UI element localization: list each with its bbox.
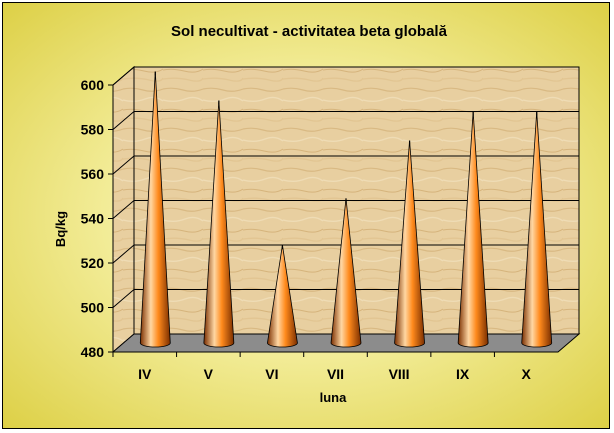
gridline xyxy=(112,111,579,130)
gridline xyxy=(112,289,579,308)
y-tick-label: 560 xyxy=(81,166,105,182)
x-axis-label: luna xyxy=(320,390,347,405)
y-axis-ticks: 480 500 520 540 560 580 600 xyxy=(81,77,114,360)
y-tick-label: 540 xyxy=(81,211,105,227)
chart-svg: Sol necultivat - activitatea beta global… xyxy=(53,23,581,405)
cone-bar xyxy=(330,198,362,348)
data-series xyxy=(139,71,553,348)
cone-bar xyxy=(139,71,171,348)
cone-body xyxy=(203,100,235,348)
cone-bar xyxy=(267,245,298,348)
gridlines xyxy=(112,66,579,308)
cone-bar xyxy=(521,111,553,348)
y-tick-label: 500 xyxy=(81,300,105,316)
cone-bar xyxy=(457,111,489,348)
x-tick-label: VII xyxy=(327,366,344,382)
cone-body xyxy=(330,198,362,348)
y-tick-label: 520 xyxy=(81,255,105,271)
y-tick-label: 480 xyxy=(81,344,105,360)
y-axis-label: Bq/kg xyxy=(53,211,68,247)
cone-body xyxy=(267,245,298,348)
x-tick-label: X xyxy=(522,366,532,382)
y-tick-label: 600 xyxy=(81,77,105,93)
cone-bar xyxy=(394,140,425,348)
gridline xyxy=(112,66,579,86)
gridline xyxy=(112,244,579,264)
chart-area: Sol necultivat - activitatea beta global… xyxy=(2,2,610,429)
x-tick-label: VI xyxy=(265,366,278,382)
gridline xyxy=(112,155,579,175)
cone-body xyxy=(139,71,171,348)
y-tick-label: 580 xyxy=(81,122,105,138)
chart-title: Sol necultivat - activitatea beta global… xyxy=(171,23,448,40)
x-axis-ticks: IV V VI VII VIII IX X xyxy=(112,351,558,382)
x-tick-label: IX xyxy=(456,366,470,382)
cone-body xyxy=(394,140,425,348)
x-tick-label: IV xyxy=(138,366,152,382)
x-tick-label: V xyxy=(204,366,214,382)
cone-body xyxy=(521,111,553,348)
cone-body xyxy=(457,111,489,348)
gridline xyxy=(112,200,579,219)
cone-bar xyxy=(203,100,235,348)
x-tick-label: VIII xyxy=(389,366,410,382)
